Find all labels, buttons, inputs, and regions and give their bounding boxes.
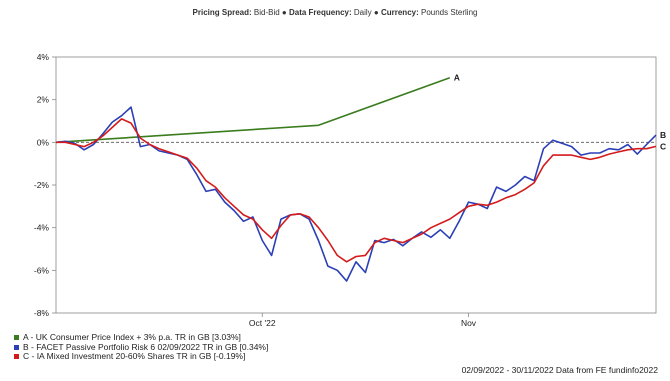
legend-item-c[interactable]: C - IA Mixed Investment 20-60% Shares TR… [14,351,268,362]
x-tick-label: Oct '22 [249,318,276,328]
legend-swatch-b [14,344,19,350]
grid-layer [52,56,657,317]
y-tick-label: -2% [34,180,50,190]
x-tick-label: Nov [461,318,477,328]
series-line-a [55,76,451,144]
pricing-spread-label: Pricing Spread: [192,8,252,17]
bullet-separator: ● [373,8,381,17]
chart-legend: A - UK Consumer Price Index + 3% p.a. TR… [14,332,269,362]
legend-item-b[interactable]: B - FACET Passive Portfolio Risk 6 02/09… [14,341,269,353]
series-end-label-b: B [660,130,666,140]
chart-header: Pricing Spread: Bid-Bid ● Data Frequency… [0,8,670,17]
legend-label-b: B - FACET Passive Portfolio Risk 6 02/09… [23,341,269,352]
legend-swatch-c [14,354,19,360]
label-layer: 4% 2% 0% -2% -4% -6% -8% Oct '22 Nov A BC [34,52,666,328]
y-tick-label: 2% [37,95,50,105]
series-layer [55,76,657,282]
plot-frame [55,56,657,314]
y-tick-label: 4% [37,52,50,62]
date-range-footer: 02/09/2022 - 30/11/2022 Data from FE fun… [461,365,658,375]
legend-item-a[interactable]: A - UK Consumer Price Index + 3% p.a. TR… [14,332,268,343]
y-tick-label: -8% [34,308,50,318]
series-end-label-a: A [454,73,460,83]
series-line-c [56,118,657,263]
series-end-label-c: C [660,141,666,151]
data-frequency-label: Data Frequency: [288,8,352,17]
y-tick-label: -4% [34,223,50,233]
series-line-b [55,106,657,282]
pricing-spread-value: Bid-Bid [253,8,280,17]
y-tick-label: 0% [37,137,50,147]
data-frequency-value: Daily [353,8,372,17]
bullet-separator: ● [281,8,289,17]
legend-label-c: C - IA Mixed Investment 20-60% Shares TR… [23,351,246,361]
currency-value: Pounds Sterling [421,8,478,17]
legend-label-a: A - UK Consumer Price Index + 3% p.a. TR… [23,332,241,342]
currency-label: Currency: [380,8,419,17]
y-tick-label: -6% [34,265,50,275]
legend-swatch-a [14,335,19,341]
